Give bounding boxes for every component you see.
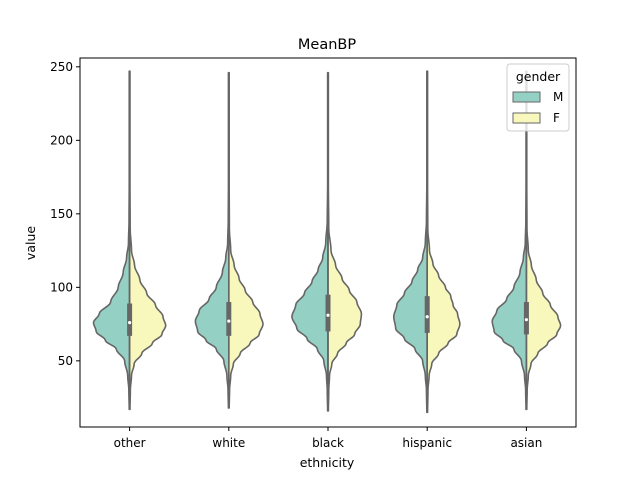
violin-black <box>291 71 363 412</box>
legend-label: F <box>553 111 560 125</box>
legend-swatch <box>512 91 541 103</box>
violin-half-M <box>392 70 428 414</box>
median-marker <box>425 315 429 319</box>
median-marker <box>524 318 529 322</box>
legend-entry-M: M <box>512 90 563 104</box>
x-tick-label: black <box>312 436 344 450</box>
violin-half-F <box>525 70 562 411</box>
violin-half-F <box>426 70 461 414</box>
violin-half-F <box>327 71 363 412</box>
violin-hispanic <box>392 70 461 414</box>
violin-asian <box>491 70 562 411</box>
violins-layer <box>92 70 562 414</box>
x-tick-label: hispanic <box>402 436 452 450</box>
legend-label: M <box>553 90 563 104</box>
median-marker <box>128 321 132 325</box>
median-marker <box>326 313 330 317</box>
legend-swatch <box>512 112 541 124</box>
legend: gender MF <box>506 63 570 132</box>
x-tick-label: other <box>114 436 146 450</box>
violin-half-M <box>92 70 131 411</box>
legend-entries: MF <box>512 90 563 125</box>
chart-title: MeanBP <box>298 37 356 53</box>
violin-half-M <box>194 71 230 409</box>
iqr-box <box>325 294 331 332</box>
y-tick-label: 200 <box>50 133 73 147</box>
violin-other <box>92 70 167 411</box>
iqr-box <box>424 296 430 333</box>
y-tick-label: 150 <box>50 207 73 221</box>
x-tick-label: white <box>212 436 245 450</box>
x-tick-label: asian <box>510 436 542 450</box>
legend-title: gender <box>516 69 561 84</box>
y-axis-label: value <box>23 226 38 260</box>
y-tick-label: 250 <box>50 60 73 74</box>
violin-half-M <box>291 71 329 412</box>
axes-layer: 50 100 150 200 250 other white black hispanic asi… <box>50 57 577 450</box>
violin-half-F <box>128 70 167 411</box>
x-axis-label: ethnicity <box>300 455 355 470</box>
violin-white <box>194 71 264 409</box>
y-tick-label: 100 <box>50 280 73 294</box>
iqr-box <box>226 302 232 336</box>
iqr-box <box>127 303 133 336</box>
legend-entry-F: F <box>512 111 560 125</box>
violin-half-F <box>228 71 264 409</box>
median-marker <box>227 319 231 323</box>
y-tick-label: 50 <box>58 354 73 368</box>
